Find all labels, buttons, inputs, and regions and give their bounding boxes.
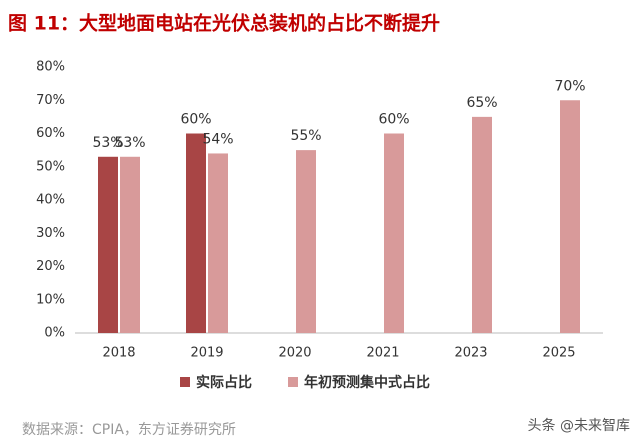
x-tick-label: 2025 (542, 346, 575, 361)
legend-label: 实际占比 (196, 374, 252, 391)
value-label: 54% (202, 131, 233, 147)
bar (384, 133, 404, 333)
legend-label: 年初预测集中式占比 (304, 374, 430, 391)
bar (120, 156, 140, 333)
x-tick-label: 2019 (190, 346, 223, 361)
y-tick-label: 30% (36, 226, 65, 241)
y-tick-label: 80% (36, 60, 65, 75)
x-tick-label: 2018 (102, 346, 135, 361)
y-tick-label: 70% (36, 93, 65, 108)
y-tick-label: 50% (36, 159, 65, 174)
bar (98, 156, 118, 333)
bar (208, 153, 228, 333)
value-label: 60% (378, 112, 409, 128)
source: 数据来源：CPIA，东方证券研究所 (22, 422, 236, 438)
y-tick-label: 20% (36, 259, 65, 274)
value-label: 53% (114, 135, 145, 151)
value-label: 70% (554, 78, 585, 94)
y-tick-label: 0% (44, 326, 65, 341)
legend-swatch (288, 377, 298, 387)
y-tick-label: 10% (36, 292, 65, 307)
y-tick-label: 60% (36, 126, 65, 141)
bar (472, 116, 492, 333)
x-tick-label: 2023 (454, 346, 487, 361)
value-label: 65% (466, 95, 497, 111)
bar (296, 150, 316, 333)
x-tick-label: 2021 (366, 346, 399, 361)
value-label: 60% (180, 112, 211, 128)
bar (186, 133, 206, 333)
y-tick-label: 40% (36, 193, 65, 208)
watermark: 头条 @未来智库 (528, 417, 630, 434)
value-label: 55% (290, 128, 321, 144)
legend-swatch (180, 377, 190, 387)
x-tick-label: 2020 (278, 346, 311, 361)
chart-title: 图 11：大型地面电站在光伏总装机的占比不断提升 (8, 12, 440, 35)
bar (560, 100, 580, 333)
value-label: 53% (92, 135, 123, 151)
